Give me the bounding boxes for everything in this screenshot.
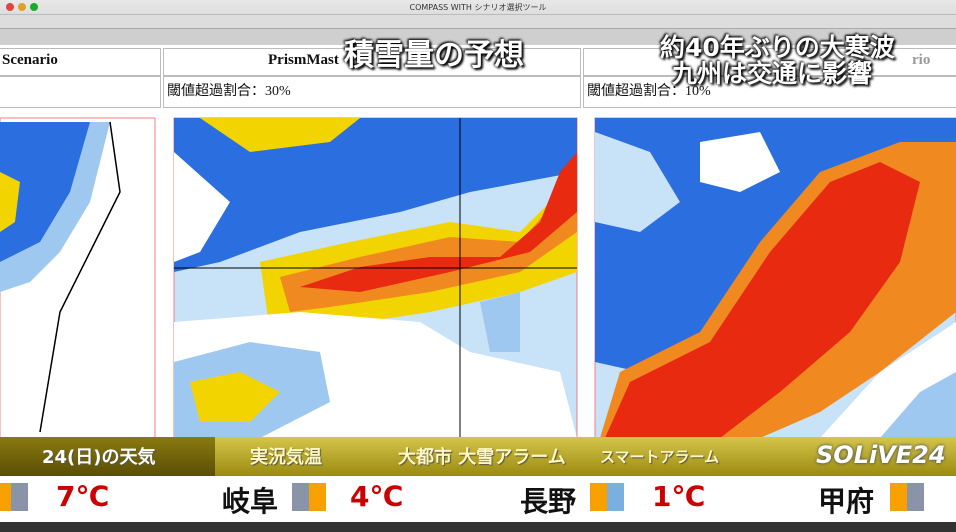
snow-area	[605, 162, 920, 438]
ticker-tab[interactable]: 24(日)の天気	[42, 447, 156, 468]
temperature: 4℃	[350, 480, 404, 513]
snow-area	[700, 132, 780, 192]
snow-area	[0, 122, 90, 262]
city-name: 岐阜	[222, 485, 279, 518]
bottom-strip	[0, 522, 956, 532]
temperature: 7℃	[56, 480, 110, 513]
coastline	[39, 121, 121, 433]
overlay-title: 積雪量の予想	[344, 38, 524, 73]
weather-icon	[0, 483, 28, 511]
minimize-button[interactable]	[18, 3, 26, 11]
weather-icon	[590, 483, 624, 511]
window-title: COMPASS WITH シナリオ選択ツール	[409, 3, 547, 12]
threshold-cell	[583, 76, 956, 108]
headline: 約40年ぶりの大寒波	[660, 33, 895, 62]
weather-row	[0, 476, 956, 522]
city-name: 長野	[520, 485, 577, 518]
panel-header: PrismMast	[268, 52, 339, 68]
panel-header: rio	[912, 52, 931, 68]
snow-area	[174, 118, 577, 272]
zoom-button[interactable]	[30, 3, 38, 11]
temperature: 1℃	[652, 480, 706, 513]
panel-header-cell	[163, 48, 581, 76]
panel-header: Scenario	[2, 52, 58, 68]
threshold-label: 閾値超過割合：30%	[167, 84, 291, 99]
browser-chrome: COMPASS WITH シナリオ選択ツール	[0, 0, 956, 46]
snow-area	[0, 172, 20, 232]
snow-area	[174, 152, 230, 262]
ticker-tab[interactable]: スマートアラーム	[600, 448, 720, 466]
panel-header-cell	[583, 48, 956, 76]
snow-area	[190, 372, 280, 422]
ticker-tab[interactable]: 大都市 大雪アラーム	[398, 447, 566, 468]
active-tab[interactable]	[0, 437, 215, 476]
weather-icon	[890, 483, 924, 511]
snow-area	[480, 292, 520, 352]
weather-icon	[292, 483, 326, 511]
bookmarks-bar	[0, 14, 956, 28]
panel-header-cell	[0, 48, 161, 76]
headline: 九州は交通に影響	[672, 59, 873, 88]
ticker-tab[interactable]: 実況気温	[250, 447, 322, 468]
close-button[interactable]	[6, 3, 14, 11]
tab-bar	[0, 28, 956, 45]
snow-area	[200, 118, 360, 152]
threshold-cell	[163, 76, 581, 108]
threshold-cell	[0, 76, 161, 108]
channel-logo: SOLiVE24	[816, 441, 946, 469]
city-name: 甲府	[818, 485, 875, 518]
snow-area	[300, 152, 577, 292]
snow-area	[880, 372, 956, 438]
snow-area	[595, 132, 680, 232]
threshold-label: 閾値超過割合：10%	[587, 84, 711, 99]
maps	[0, 117, 956, 438]
